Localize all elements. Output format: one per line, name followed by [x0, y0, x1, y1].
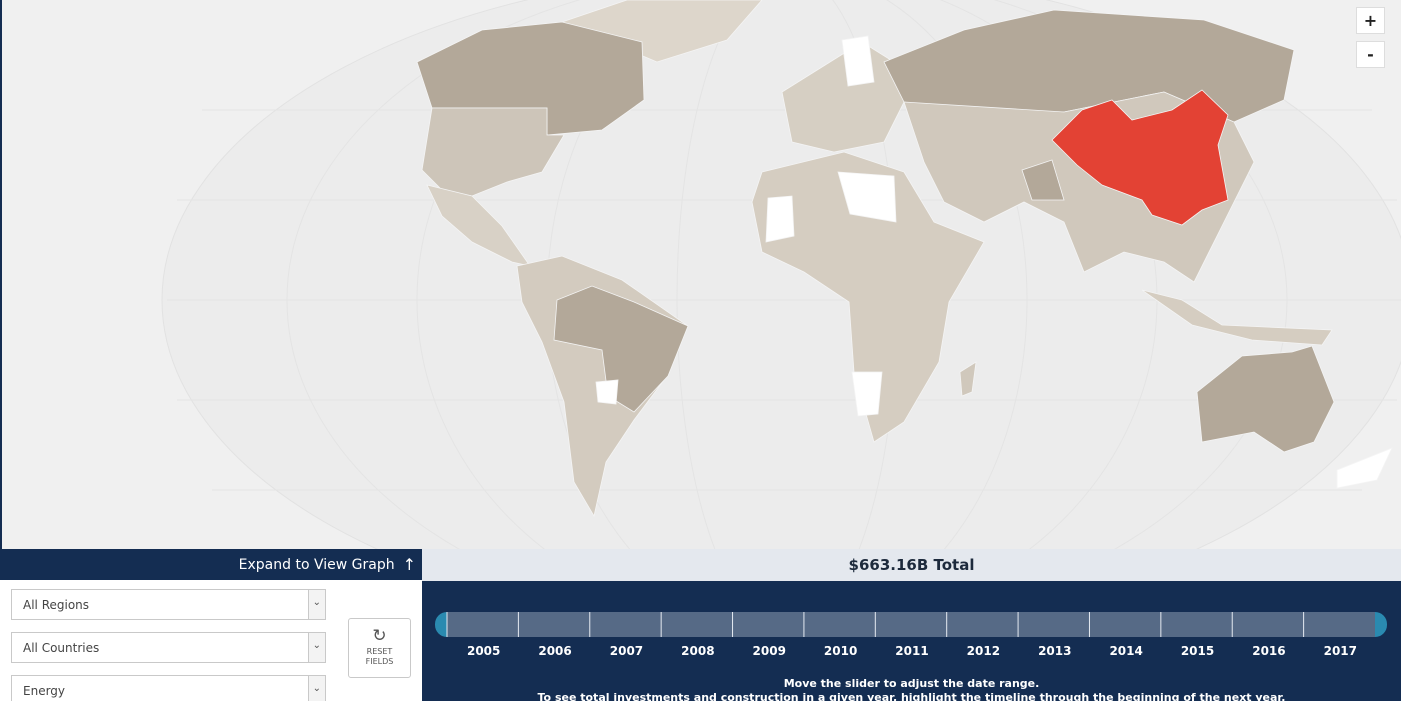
year-label: 2017	[1324, 644, 1357, 658]
countries	[416, 0, 1393, 518]
year-label: 2007	[610, 644, 643, 658]
year-label: 2009	[753, 644, 786, 658]
chevron: ⌄	[312, 640, 321, 651]
sector-select[interactable]: Energy ⌄	[11, 675, 326, 701]
year-label: 2010	[824, 644, 857, 658]
year-label: 2005	[467, 644, 500, 658]
timeline-svg: 2005 2006 2007 2008 2009 2010 2011 2012 2013 2014…	[435, 612, 1387, 658]
chevron: ⌄	[312, 683, 321, 694]
instruction: To see total investments and constructio…	[537, 691, 1286, 701]
slider-range[interactable]	[447, 612, 1375, 637]
select-value: All Regions	[23, 597, 90, 612]
reset-label: RESET FIELDS	[365, 647, 394, 666]
reset-button[interactable]: ↻ RESET FIELDS	[348, 618, 411, 678]
expand-label: Expand to View Graph	[238, 556, 395, 573]
arrow-icon: ↑	[402, 555, 416, 574]
world-map[interactable]: + -	[0, 0, 1401, 631]
total-banner: $663.16B Total	[422, 549, 1401, 581]
reset-icon: ↻	[372, 626, 387, 646]
instruction: Move the slider to adjust the date range…	[783, 677, 1040, 690]
select-value: All Countries	[23, 640, 100, 655]
year-label: 2011	[895, 644, 928, 658]
year-label: 2015	[1181, 644, 1214, 658]
year-label: 2014	[1109, 644, 1142, 658]
filter-panel: Expand to View Graph ↑ All Regions ⌄ All C…	[0, 549, 422, 701]
year-label: 2013	[1038, 644, 1071, 658]
zoom-in[interactable]: +	[1356, 7, 1385, 34]
year-label: 2008	[681, 644, 714, 658]
year-label: 2016	[1252, 644, 1285, 658]
zoom-out[interactable]: -	[1356, 41, 1385, 68]
year-label: 2006	[538, 644, 571, 658]
country-select[interactable]: All Countries ⌄	[11, 632, 326, 663]
timeline: 2005 2006 2007 2008 2009 2010 2011 2012 2013 2014…	[422, 581, 1401, 701]
region-select[interactable]: All Regions ⌄	[11, 589, 326, 620]
map-svg	[161, 0, 1401, 631]
chevron: ⌄	[312, 597, 321, 608]
select-value: Energy	[23, 683, 66, 698]
total-text: $663.16B Total	[848, 556, 975, 574]
year-label: 2012	[967, 644, 1000, 658]
expand-button[interactable]: Expand to View Graph ↑	[0, 549, 422, 580]
